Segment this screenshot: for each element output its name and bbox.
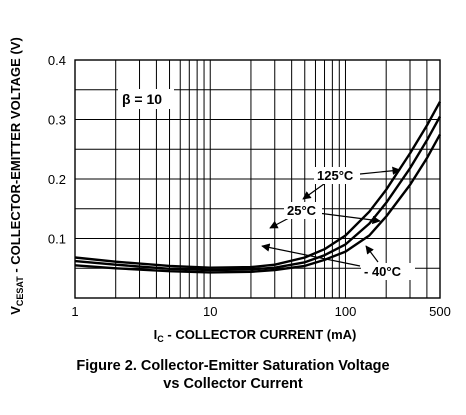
chart-labels: IC - COLLECTOR CURRENT (mA) VCESAT - COLL… [8,37,415,344]
y-tick-label: 0.2 [48,172,66,187]
saturation-voltage-chart: 1 10 100 500 0.1 0.2 0.3 0.4 IC - COLLECTOR CUR… [8,37,451,344]
series-label-background [361,263,415,280]
y-axis-label: VCESAT - COLLECTOR-EMITTER VOLTAGE (V) [8,37,25,315]
x-tick-label: 100 [335,304,357,319]
series-label-arrow [261,243,361,267]
chart-tick-labels: 1 10 100 500 0.1 0.2 0.3 0.4 [48,53,451,319]
series-label: 25°C [287,203,317,218]
y-tick-label: 0.4 [48,53,66,68]
x-tick-label: 500 [429,304,451,319]
series-label-background [284,202,322,219]
x-tick-label: 1 [71,304,78,319]
figure-caption-line-1: Figure 2. Collector-Emitter Saturation V… [76,358,390,374]
series-line-3 [74,133,442,274]
y-tick-label: 0.3 [48,113,66,128]
series-line-2 [74,115,442,272]
x-axis-label: IC - COLLECTOR CURRENT (mA) [154,327,357,344]
series-label-arrow [365,245,379,263]
chart-curves [74,101,442,274]
series-label-background [314,167,360,184]
figure-caption-line-2: vs Collector Current [163,376,303,392]
y-tick-label: 0.1 [48,232,66,247]
x-tick-label: 10 [203,304,217,319]
annotation-background [118,89,174,109]
beta-annotation: β = 10 [122,91,162,107]
series-line-1 [74,101,442,269]
series-label: - 40°C [364,264,402,279]
series-label-arrow [359,166,401,175]
plot-frame [74,59,441,299]
series-label: 125°C [317,168,354,183]
series-label-arrow [317,212,381,225]
